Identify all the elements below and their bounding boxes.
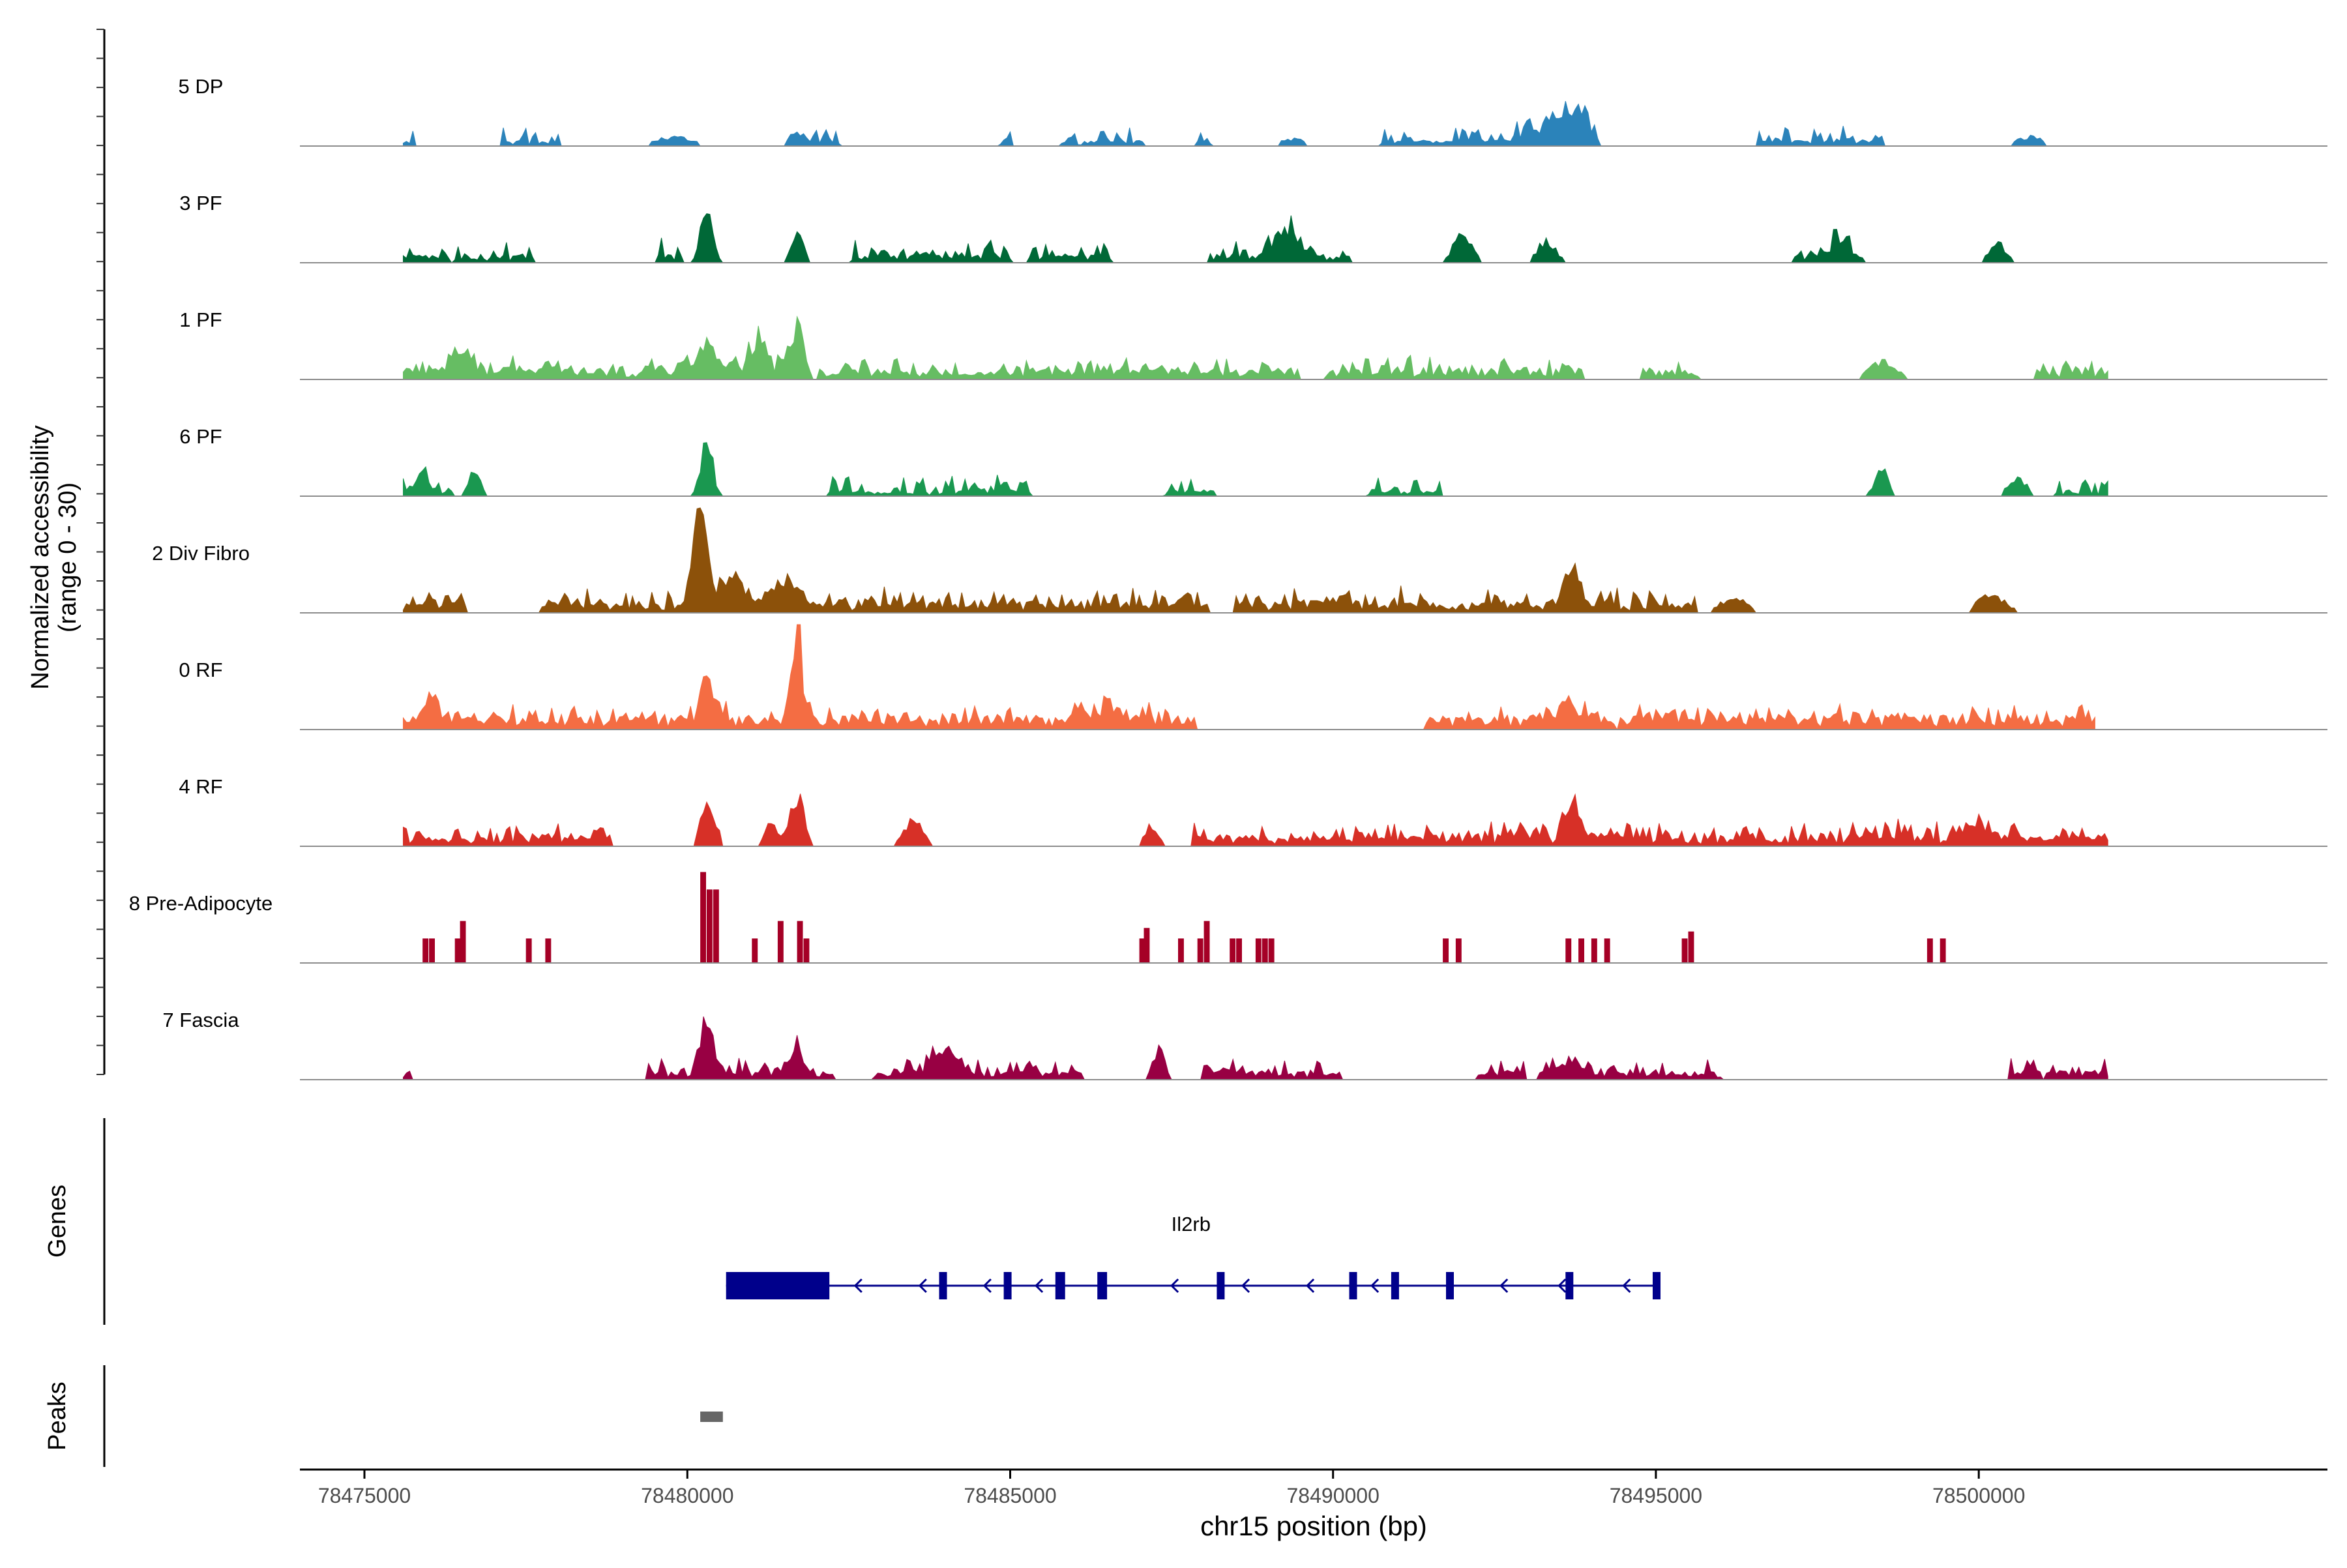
coverage-bar: [1591, 938, 1597, 963]
strand-arrow: [1370, 1278, 1380, 1294]
gene-track: Il2rb: [726, 1213, 1661, 1299]
x-tick-label: 78495000: [1610, 1484, 1702, 1507]
track-8-pre-adipocyte: 8 Pre-Adipocyte: [129, 872, 2327, 964]
gene-exon: [1653, 1272, 1661, 1299]
gene-exon: [1003, 1272, 1012, 1299]
coverage-bar: [460, 921, 466, 963]
gene-exon: [1349, 1272, 1357, 1299]
gene-exon: [1217, 1272, 1225, 1299]
strand-arrow: [982, 1278, 992, 1294]
x-axis-title: chr15 position (bp): [1200, 1511, 1427, 1541]
coverage-bar: [1178, 938, 1184, 963]
x-tick-label: 78490000: [1287, 1484, 1380, 1507]
gene-exon: [1446, 1272, 1454, 1299]
strand-arrow: [1241, 1278, 1250, 1294]
x-tick-label: 78500000: [1932, 1484, 2025, 1507]
coverage-bar: [1604, 938, 1610, 963]
track-7-fascia: 7 Fascia: [162, 1009, 2327, 1081]
gene-exon: [726, 1272, 830, 1299]
coverage-bar: [1236, 938, 1242, 963]
coverage-bar: [777, 921, 784, 963]
coverage-bar: [1230, 938, 1236, 963]
strand-arrow: [1034, 1278, 1044, 1294]
coverage-bar: [1139, 938, 1145, 963]
coverage-bar: [1926, 938, 1933, 963]
x-tick-label: 78475000: [318, 1484, 411, 1507]
strand-arrow: [918, 1278, 927, 1294]
track-label-2-div-fibro: 2 Div Fibro: [152, 542, 250, 565]
peak-region: [700, 1412, 723, 1422]
peaks-track: [700, 1412, 723, 1422]
coverage-bar: [1578, 938, 1584, 963]
track-label-4-rf: 4 RF: [179, 775, 222, 798]
track-2-div-fibro: 2 Div Fibro: [152, 507, 2327, 614]
coverage-bar: [1255, 938, 1262, 963]
track-3-pf: 3 PF: [179, 192, 2327, 263]
track-4-rf: 4 RF: [179, 775, 2327, 847]
track-6-pf: 6 PF: [179, 425, 2327, 497]
strand-arrow: [1305, 1278, 1315, 1294]
coverage-bar: [1203, 921, 1210, 963]
track-label-1-pf: 1 PF: [179, 308, 222, 331]
coverage-tracks: 5 DP 3 PF 1 PF 6 PF 2 Div Fibro 0 RF 4 RF 8 Pre…: [129, 75, 2327, 1081]
strand-arrow: [1170, 1278, 1179, 1294]
track-1-pf: 1 PF: [179, 308, 2327, 380]
gene-exon: [939, 1272, 947, 1299]
coverage-bar: [429, 938, 435, 963]
coverage-bar: [545, 938, 552, 963]
coverage-bar: [525, 938, 532, 963]
strand-arrow: [1557, 1278, 1567, 1294]
peaks-axis-title: Peaks: [44, 1382, 71, 1451]
coverage-bar: [752, 938, 758, 963]
track-label-0-rf: 0 RF: [179, 658, 222, 681]
strand-arrow: [1499, 1278, 1509, 1294]
strand-arrow: [853, 1278, 863, 1294]
track-0-rf: 0 RF: [179, 624, 2327, 731]
coverage-bar: [1455, 938, 1462, 963]
coverage-bar: [1262, 938, 1268, 963]
gene-exon: [1565, 1272, 1574, 1299]
coverage-bar: [1443, 938, 1449, 963]
coverage-bar: [1144, 928, 1150, 963]
x-axis: 78475000 78480000 78485000 78490000 78495000…: [318, 1470, 2025, 1507]
gene-exon: [1097, 1272, 1108, 1299]
coverage-bar: [422, 938, 429, 963]
coverage-bar: [1940, 938, 1946, 963]
coverage-bar: [1565, 938, 1572, 963]
gene-exon: [1391, 1272, 1399, 1299]
coverage-bar: [1688, 931, 1694, 963]
coverage-bar: [707, 889, 713, 963]
y-axis-subtitle: (range 0 - 30): [54, 482, 81, 632]
track-label-8-pre-adipocyte: 8 Pre-Adipocyte: [129, 892, 273, 915]
gene-name-label: Il2rb: [1172, 1213, 1211, 1235]
track-label-5-dp: 5 DP: [179, 75, 224, 98]
track-5-dp: 5 DP: [179, 75, 2327, 147]
coverage-bar: [713, 889, 719, 963]
coverage-bar: [797, 921, 803, 963]
coverage-bar: [803, 938, 810, 963]
gene-exon: [1055, 1272, 1065, 1299]
coverage-bar: [1197, 938, 1203, 963]
coverage-bar: [1268, 938, 1275, 963]
strand-arrow: [1622, 1278, 1631, 1294]
genes-axis-title: Genes: [44, 1185, 71, 1258]
y-axis-title: Normalized accessibility: [27, 425, 54, 689]
coverage-bar: [454, 938, 461, 963]
coverage-bar: [1681, 938, 1688, 963]
accessibility-axis-ticks: [96, 29, 104, 1075]
track-label-7-fascia: 7 Fascia: [162, 1009, 239, 1031]
track-label-3-pf: 3 PF: [179, 192, 222, 214]
track-label-6-pf: 6 PF: [179, 425, 222, 448]
x-tick-label: 78485000: [964, 1484, 1056, 1507]
coverage-bar: [700, 872, 706, 963]
x-tick-label: 78480000: [641, 1484, 733, 1507]
